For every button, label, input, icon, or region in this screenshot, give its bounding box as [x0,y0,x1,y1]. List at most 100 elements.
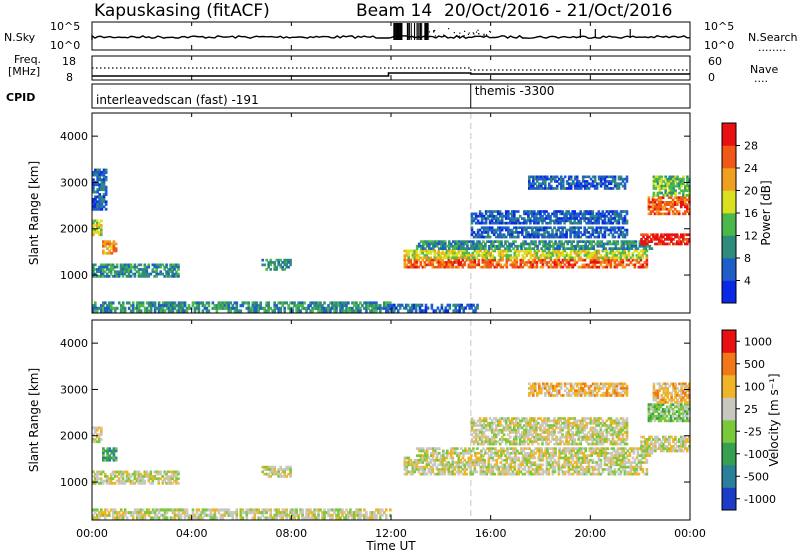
heatmap-cell [521,256,525,260]
heatmap-cell [98,171,102,174]
heatmap-cell [564,449,567,453]
heatmap-cell [421,447,425,450]
heatmap-cell [544,447,547,450]
heatmap-cell [443,472,447,476]
heatmap-cell [622,454,626,457]
heatmap-cell [470,226,474,230]
heatmap-cell [517,231,520,234]
heatmap-cell [652,233,655,237]
heatmap-cell [109,508,113,512]
heatmap-cell [235,309,239,313]
heatmap-cell [502,447,505,450]
heatmap-cell [569,233,572,237]
heatmap-cell [114,249,118,253]
heatmap-cell [567,256,571,260]
heatmap-cell [141,516,145,520]
heatmap-cell [483,254,487,257]
heatmap-cell [681,201,685,204]
heatmap-cell [323,309,326,313]
heatmap-cell [582,240,585,243]
heatmap-cell [588,449,591,453]
heatmap-cell [443,263,447,267]
heatmap-cell [569,214,572,218]
heatmap-cell [137,479,141,483]
heatmap-cell [605,463,609,467]
heatmap-cell [355,304,358,308]
heatmap-cell [672,233,675,237]
heatmap-cell [475,251,479,255]
heatmap-cell [517,251,521,255]
heatmap-cell [531,231,534,234]
heatmap-cell [540,240,543,243]
heatmap-cell [597,465,601,469]
heatmap-cell [615,456,619,460]
heatmap-cell [639,463,643,467]
heatmap-cell [429,251,433,255]
heatmap-cell [593,472,597,476]
heatmap-cell [596,451,600,455]
heatmap-cell [476,447,479,450]
heatmap-cell [163,470,166,474]
heatmap-cell [92,221,95,225]
heatmap-cell [279,513,282,517]
heatmap-cell [485,256,489,260]
heatmap-cell [265,309,268,313]
heatmap-cell [187,304,191,308]
heatmap-cell [125,265,129,269]
heatmap-cell [619,233,623,237]
heatmap-cell [526,454,529,457]
heatmap-cell [470,306,473,310]
heatmap-cell [638,242,642,246]
heatmap-cell [523,472,527,476]
heatmap-cell [213,306,217,310]
heatmap-cell [279,468,282,471]
heatmap-cell [477,258,481,262]
heatmap-cell [470,231,474,234]
heatmap-cell [113,270,117,274]
heatmap-cell [183,511,187,515]
heatmap-cell [578,451,581,455]
heatmap-cell [175,508,179,512]
heatmap-cell [104,185,108,189]
heatmap-cell [267,265,270,269]
heatmap-cell [173,263,176,267]
heatmap-cell [396,309,400,313]
heatmap-cell [100,428,103,432]
heatmap-cell [529,233,532,237]
heatmap-cell [601,177,605,181]
heatmap-cell [447,468,451,471]
heatmap-cell [619,231,623,234]
n-sky-label: N.Sky [4,31,36,44]
heatmap-cell [289,309,292,313]
heatmap-cell [301,513,304,517]
heatmap-cell [123,513,127,517]
heatmap-cell [493,465,497,469]
heatmap-cell [104,168,108,172]
heatmap-cell [293,304,296,308]
heatmap-cell [668,194,671,197]
heatmap-cell [625,210,629,213]
heatmap-cell [477,251,481,255]
heatmap-cell [469,456,473,460]
heatmap-cell [121,268,125,271]
heatmap-cell [269,268,272,271]
heatmap-cell [547,249,551,253]
heatmap-cell [177,263,180,267]
heatmap-cell [486,235,490,239]
heatmap-cell [616,247,620,250]
heatmap-cell [92,508,95,512]
heatmap-cell [619,212,623,216]
heatmap-cell [267,301,270,305]
heatmap-cell [373,304,376,308]
heatmap-cell [477,249,481,253]
heatmap-cell [666,235,669,239]
heatmap-cell [615,463,619,467]
heatmap-cell [625,219,629,223]
heatmap-cell [603,175,607,179]
heatmap-cell [313,306,316,310]
heatmap-cell [534,242,537,246]
heatmap-cell [596,244,600,248]
heatmap-cell [567,265,571,269]
heatmap-cell [559,263,563,267]
heatmap-cell [155,272,158,276]
